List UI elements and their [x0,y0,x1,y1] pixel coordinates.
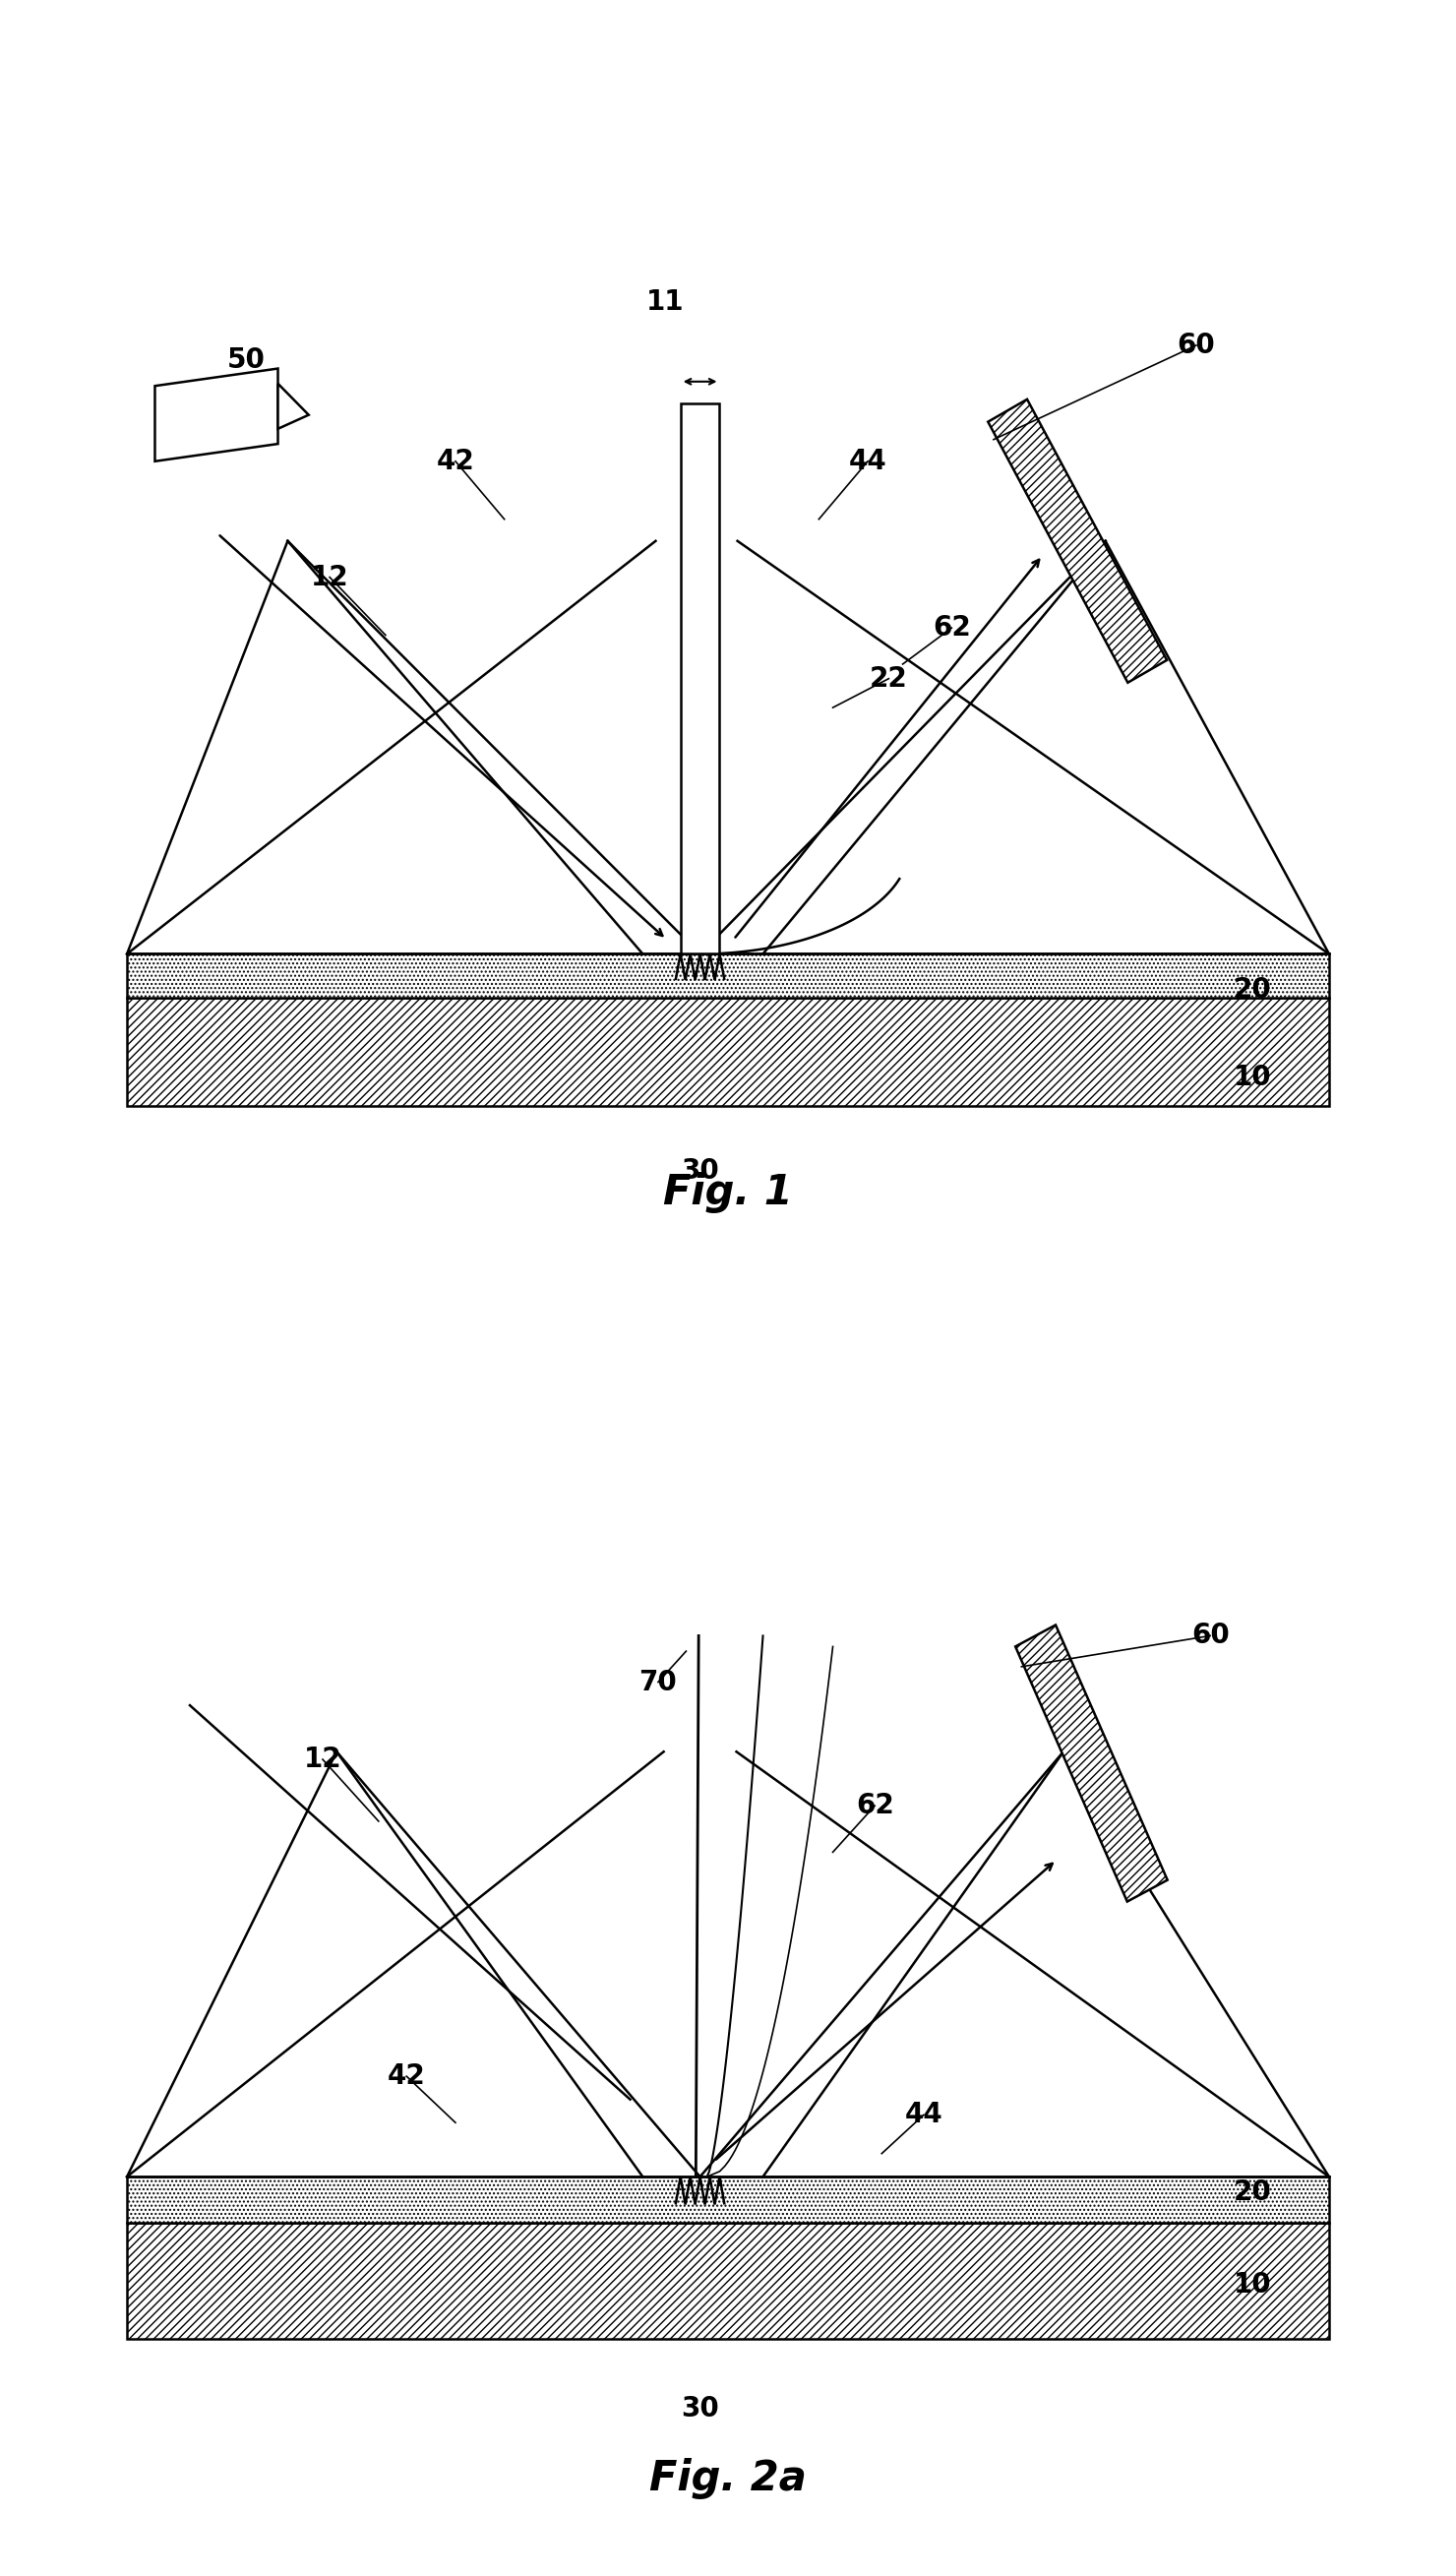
Bar [127,2223,1329,2339]
Polygon shape [154,368,278,461]
Text: 50: 50 [227,345,265,374]
Polygon shape [989,399,1166,683]
Text: Fig. 2a: Fig. 2a [649,2458,807,2499]
Text: 20: 20 [1233,976,1271,1005]
Text: 42: 42 [387,2063,425,2089]
Text: 12: 12 [310,564,348,590]
Bar [127,953,1329,997]
Text: Fig. 1: Fig. 1 [662,1172,794,1213]
Text: 70: 70 [639,1669,677,1695]
Text: 62: 62 [856,1793,894,1819]
Text: 62: 62 [933,613,971,641]
Text: 30: 30 [681,2396,719,2421]
Text: 10: 10 [1233,1064,1271,1090]
Bar [127,997,1329,1105]
Text: 30: 30 [681,1157,719,1185]
Text: 20: 20 [1233,2179,1271,2205]
Bar [680,404,719,953]
Polygon shape [1015,1625,1168,1901]
Text: 11: 11 [646,289,684,317]
Text: 60: 60 [1178,332,1216,358]
Text: 22: 22 [869,665,907,693]
Bar [127,2177,1329,2223]
Text: 60: 60 [1191,1623,1229,1649]
Text: 44: 44 [904,2102,942,2128]
Polygon shape [278,384,309,428]
Text: 10: 10 [1233,2272,1271,2298]
Text: 44: 44 [849,448,887,474]
Text: 12: 12 [304,1747,342,1772]
Text: 42: 42 [437,448,475,474]
